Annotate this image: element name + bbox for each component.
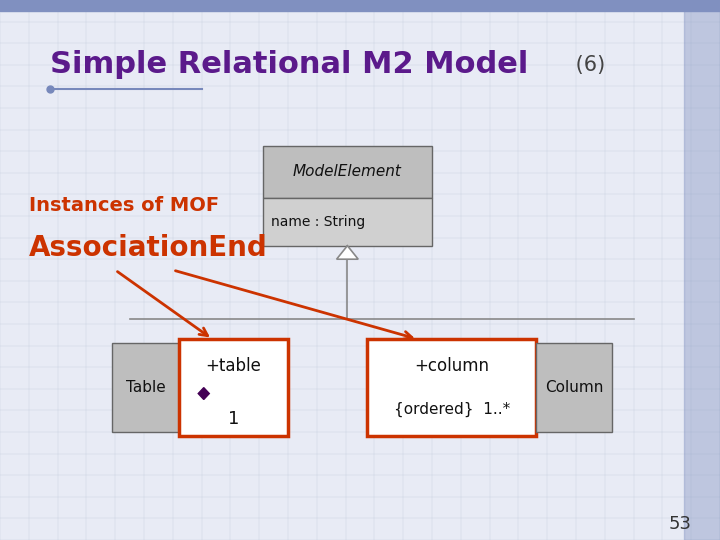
- Text: name : String: name : String: [271, 215, 366, 229]
- Bar: [263, 198, 432, 246]
- Bar: [263, 146, 432, 198]
- Bar: [536, 343, 612, 432]
- Text: 53: 53: [668, 515, 691, 533]
- Bar: [367, 339, 536, 436]
- Text: Column: Column: [545, 380, 603, 395]
- Text: {ordered}  1..*: {ordered} 1..*: [394, 402, 510, 417]
- Text: +table: +table: [205, 357, 261, 375]
- Text: Simple Relational M2 Model: Simple Relational M2 Model: [50, 50, 528, 79]
- Text: +column: +column: [414, 357, 490, 375]
- Text: AssociationEnd: AssociationEnd: [29, 234, 268, 262]
- Text: 1: 1: [228, 410, 239, 428]
- Text: (6): (6): [569, 55, 605, 75]
- Bar: [112, 343, 180, 432]
- Text: ModelElement: ModelElement: [293, 164, 402, 179]
- Polygon shape: [336, 246, 359, 259]
- Bar: [179, 339, 288, 436]
- Text: Instances of MOF: Instances of MOF: [29, 195, 219, 215]
- Text: Table: Table: [126, 380, 166, 395]
- Polygon shape: [198, 388, 210, 400]
